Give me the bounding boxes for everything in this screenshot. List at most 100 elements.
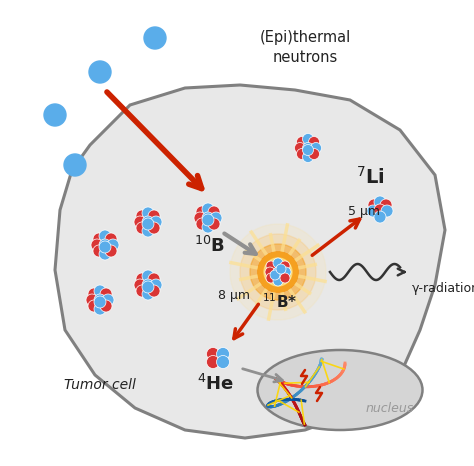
Circle shape [374, 196, 386, 208]
Circle shape [142, 279, 154, 291]
Circle shape [258, 252, 298, 292]
Circle shape [107, 239, 119, 251]
Circle shape [93, 245, 105, 257]
Polygon shape [55, 85, 445, 438]
Circle shape [99, 230, 111, 242]
Circle shape [44, 104, 66, 126]
Text: 8 μm: 8 μm [218, 289, 250, 302]
Circle shape [368, 199, 380, 211]
Circle shape [88, 300, 100, 312]
Circle shape [208, 206, 220, 218]
Circle shape [150, 279, 162, 291]
Circle shape [148, 285, 160, 297]
Circle shape [276, 264, 286, 274]
Circle shape [367, 205, 379, 217]
Circle shape [144, 27, 166, 49]
Circle shape [297, 137, 308, 148]
Text: $^{10}$B: $^{10}$B [194, 236, 226, 256]
Circle shape [134, 279, 146, 291]
Circle shape [105, 233, 117, 245]
Circle shape [102, 294, 114, 306]
Circle shape [142, 288, 154, 300]
Text: $^{7}$Li: $^{7}$Li [356, 166, 384, 188]
Circle shape [88, 288, 100, 300]
Circle shape [196, 218, 208, 230]
Circle shape [374, 211, 386, 223]
Circle shape [202, 221, 214, 233]
Circle shape [93, 233, 105, 245]
Circle shape [136, 273, 148, 285]
Circle shape [202, 212, 214, 224]
Circle shape [142, 216, 154, 228]
Circle shape [136, 210, 148, 222]
Circle shape [136, 222, 148, 234]
Circle shape [136, 285, 148, 297]
Circle shape [258, 252, 298, 292]
Circle shape [94, 294, 106, 306]
Circle shape [310, 143, 321, 153]
Circle shape [273, 276, 283, 286]
Text: γ-radiation: γ-radiation [412, 282, 474, 295]
Circle shape [89, 61, 111, 83]
Circle shape [264, 258, 292, 286]
Circle shape [207, 356, 219, 369]
Circle shape [148, 222, 160, 234]
Circle shape [381, 205, 393, 217]
Text: 5 μm: 5 μm [348, 205, 380, 218]
Circle shape [150, 216, 162, 228]
Ellipse shape [257, 350, 422, 430]
Circle shape [210, 212, 222, 224]
Circle shape [302, 143, 313, 153]
Circle shape [202, 214, 214, 226]
Circle shape [302, 133, 313, 144]
Circle shape [309, 137, 319, 148]
Text: nucleus: nucleus [366, 402, 414, 414]
Circle shape [374, 204, 386, 216]
Circle shape [302, 144, 313, 156]
Circle shape [148, 273, 160, 285]
Circle shape [208, 218, 220, 230]
Circle shape [273, 258, 283, 268]
Circle shape [230, 224, 326, 320]
Circle shape [100, 300, 112, 312]
Circle shape [142, 281, 154, 293]
Circle shape [86, 294, 98, 306]
Circle shape [91, 239, 103, 251]
Circle shape [99, 241, 111, 253]
Circle shape [142, 218, 154, 230]
Circle shape [270, 270, 280, 280]
Circle shape [302, 151, 313, 163]
Circle shape [94, 303, 106, 315]
Circle shape [148, 210, 160, 222]
Circle shape [280, 261, 290, 271]
Circle shape [142, 207, 154, 219]
Text: $^{4}$He: $^{4}$He [198, 374, 235, 394]
Circle shape [99, 248, 111, 260]
Circle shape [196, 206, 208, 218]
Circle shape [281, 267, 291, 277]
Circle shape [100, 288, 112, 300]
Circle shape [309, 149, 319, 159]
Circle shape [142, 270, 154, 282]
Circle shape [207, 348, 219, 361]
Circle shape [94, 296, 106, 308]
Circle shape [142, 225, 154, 237]
Circle shape [273, 267, 283, 277]
Circle shape [217, 356, 229, 369]
Circle shape [380, 199, 392, 211]
Text: Tumor cell: Tumor cell [64, 378, 136, 392]
Circle shape [217, 348, 229, 361]
Circle shape [266, 261, 276, 271]
Circle shape [240, 234, 316, 310]
Circle shape [94, 285, 106, 297]
Circle shape [64, 154, 86, 176]
Circle shape [105, 245, 117, 257]
Text: $^{11}$B*: $^{11}$B* [262, 292, 298, 311]
Circle shape [294, 143, 306, 153]
Circle shape [99, 239, 111, 251]
Circle shape [280, 273, 290, 283]
Circle shape [266, 273, 276, 283]
Circle shape [250, 244, 306, 300]
Circle shape [202, 203, 214, 215]
Circle shape [134, 216, 146, 228]
